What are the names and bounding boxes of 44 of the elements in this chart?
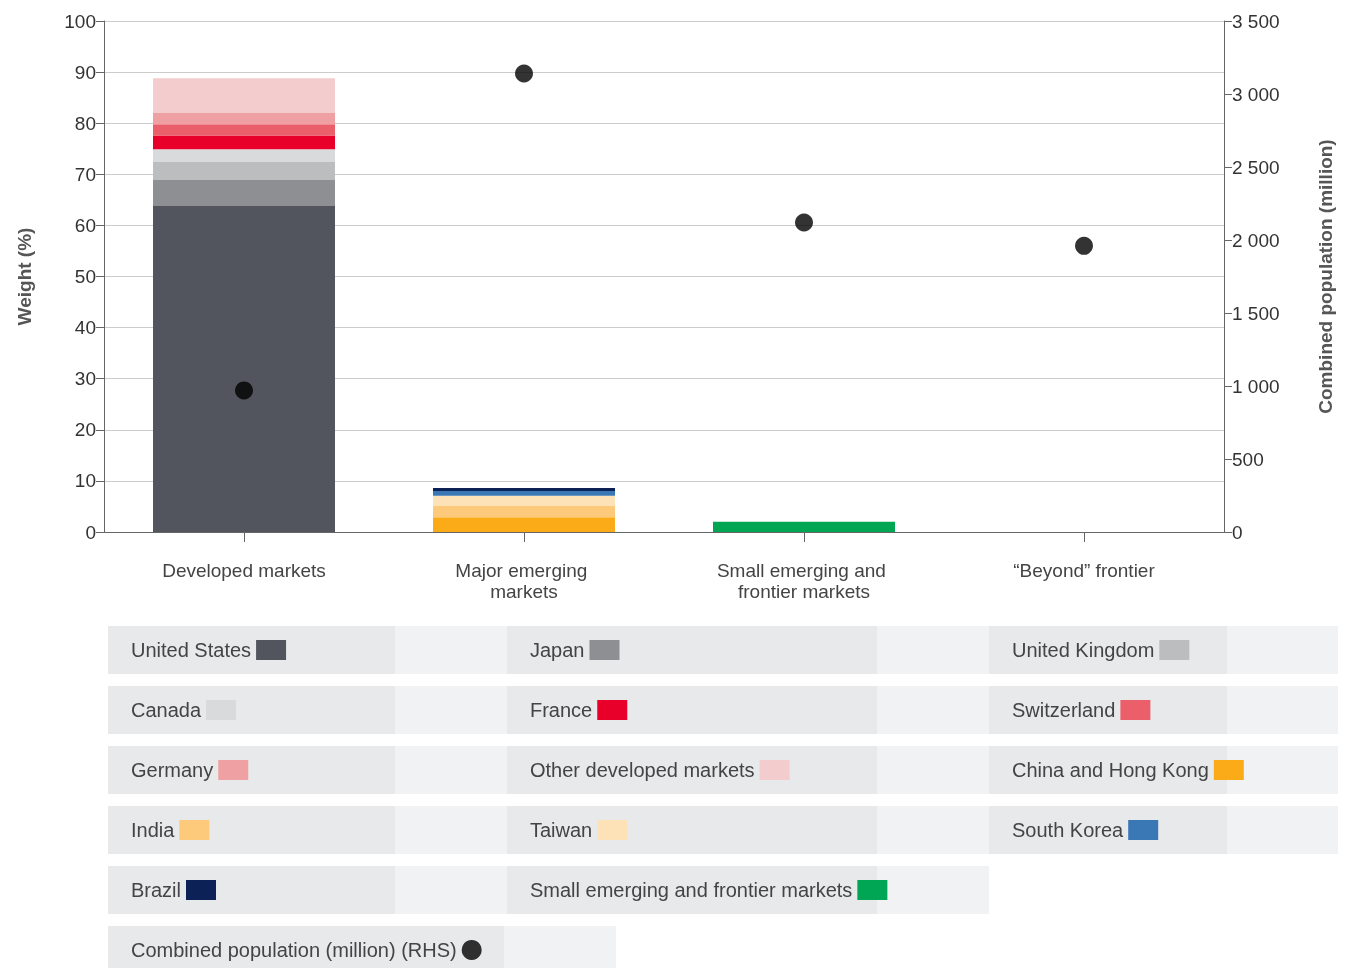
legend-label: United States — [130, 639, 252, 661]
legend-label: Small emerging and frontier markets — [529, 879, 853, 901]
x-tick-label: Developed markets — [162, 560, 326, 581]
y2-tick-label: 0 — [1232, 521, 1243, 543]
legend-label: Brazil — [130, 879, 182, 901]
y-tick-label: 10 — [74, 470, 96, 492]
y-tick-label: 80 — [74, 112, 96, 134]
legend-label: Combined population (million) (RHS) — [131, 939, 457, 961]
y2-tick-label: 1 500 — [1232, 302, 1280, 324]
legend-label: China and Hong Kong — [1011, 759, 1209, 781]
y-tick-label: 90 — [74, 61, 96, 83]
x-tick-label: “Beyond” frontier — [1013, 560, 1156, 581]
legend-label: Germany — [131, 759, 214, 781]
legend-label: Canada — [131, 699, 202, 721]
legend-label: India — [130, 819, 176, 841]
legend-label: Other developed markets — [530, 759, 755, 781]
y-tick-label: 0 — [85, 521, 96, 543]
y2-axis-title: Combined population (million) — [1315, 139, 1336, 414]
legend-label: Taiwan — [529, 819, 593, 841]
y2-tick-label: 2 500 — [1232, 156, 1280, 178]
y2-tick-label: 3 500 — [1232, 10, 1280, 32]
y2-tick-label: 1 000 — [1232, 375, 1280, 397]
x-tick-label: Major emerging markets — [455, 560, 593, 602]
y2-tick-label: 500 — [1232, 448, 1264, 470]
y-tick-label: 100 — [64, 10, 96, 32]
y2-tick-label: 3 000 — [1232, 83, 1280, 105]
y-tick-label: 40 — [74, 317, 96, 339]
y-axis-title: Weight (%) — [14, 227, 35, 326]
y2-tick-label: 2 000 — [1232, 229, 1280, 251]
legend-label: United Kingdom — [1011, 639, 1155, 661]
y-tick-label: 30 — [74, 368, 96, 390]
y-tick-label: 70 — [74, 163, 96, 185]
legend-label: Japan — [529, 639, 585, 661]
x-tick-label: Small emerging and frontier markets — [716, 560, 892, 602]
legend-label: South Korea — [1011, 819, 1125, 841]
legend-label: France — [530, 699, 593, 721]
point — [235, 381, 253, 400]
point — [795, 213, 813, 232]
legend-label: Switzerland — [1011, 699, 1116, 721]
point — [1075, 236, 1093, 255]
y-tick-label: 20 — [74, 419, 96, 441]
y-tick-label: 50 — [74, 266, 96, 287]
y-tick-label: 60 — [74, 214, 96, 236]
point — [515, 64, 533, 83]
